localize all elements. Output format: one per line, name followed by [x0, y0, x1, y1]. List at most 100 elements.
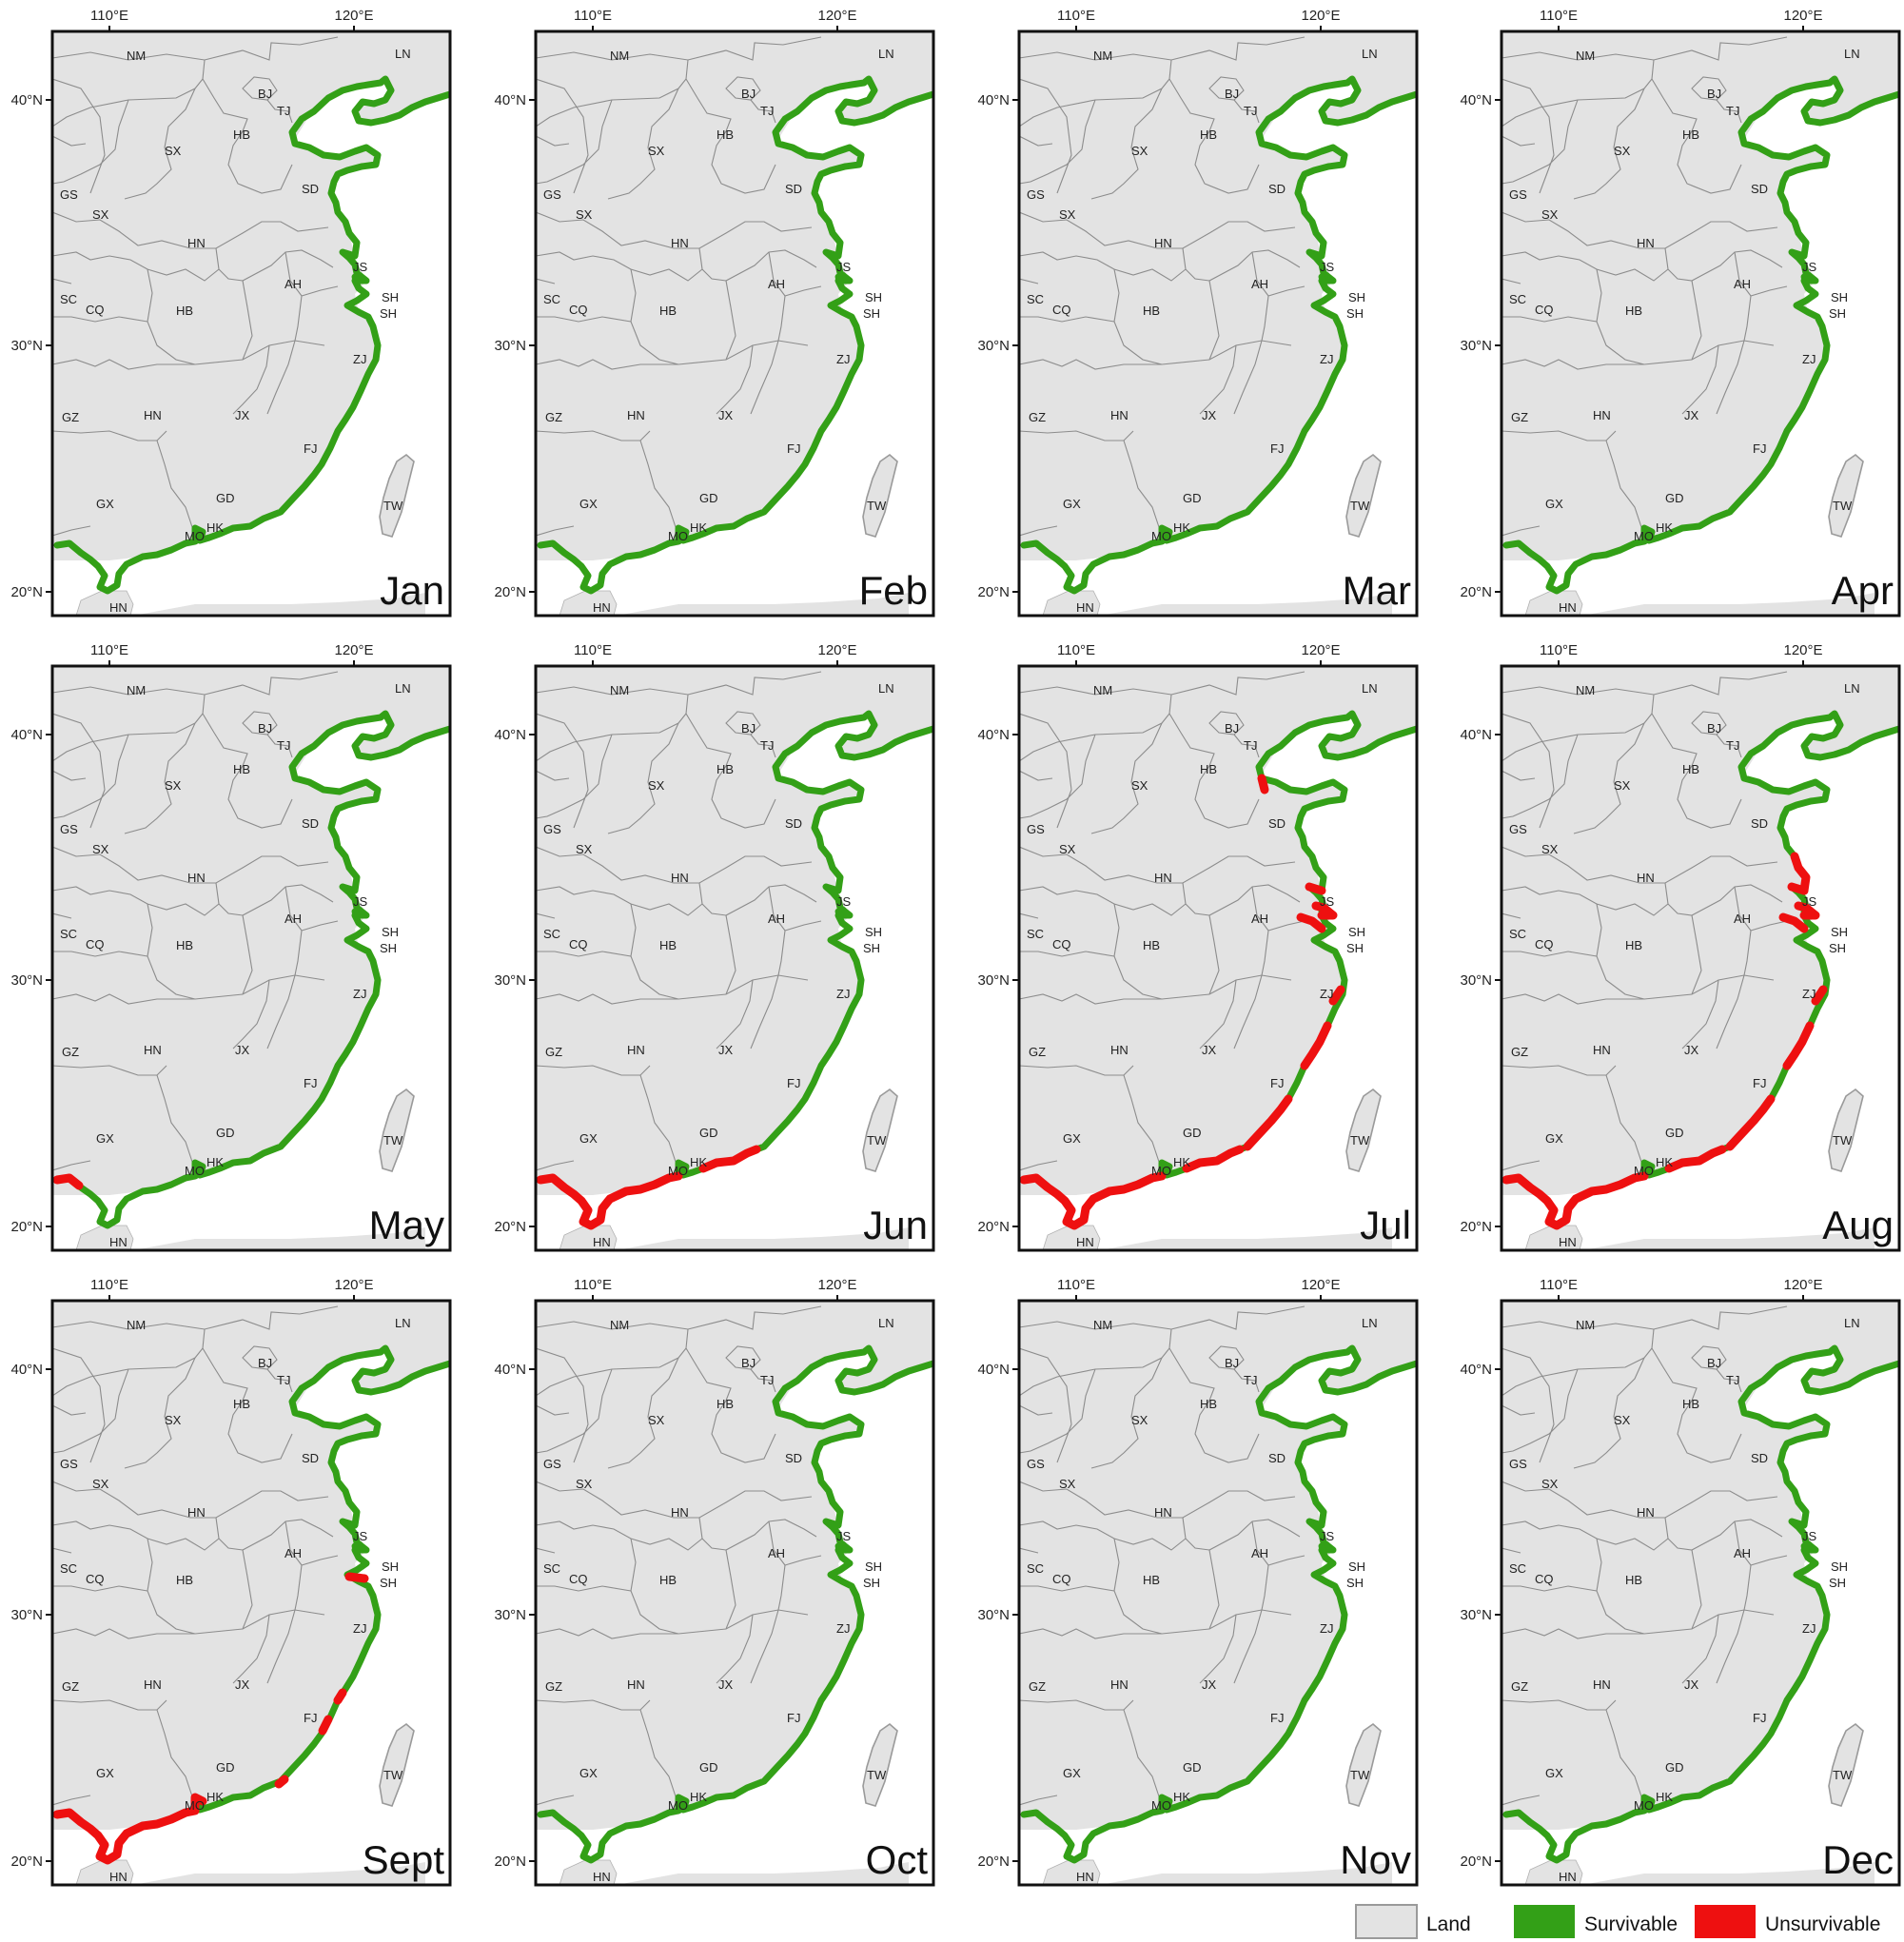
map-axes: 110°E 120°E 40°N 30°N 20°N — [10, 1277, 373, 1870]
province-label: GS — [1027, 1457, 1045, 1471]
province-label: GS — [60, 822, 78, 836]
province-label: ZJ — [836, 352, 850, 366]
province-label: SX — [1614, 144, 1631, 158]
province-label: JS — [836, 260, 852, 274]
lat-tick-label: 40°N — [1460, 92, 1492, 108]
province-label: SX — [165, 1413, 182, 1427]
month-label: Jun — [863, 1203, 928, 1247]
province-label: JS — [353, 894, 368, 909]
lat-tick-label: 40°N — [977, 92, 1010, 108]
province-label: HN — [144, 1677, 162, 1692]
province-label: HB — [1625, 938, 1642, 952]
province-label: BJ — [1707, 721, 1721, 736]
province-label: TJ — [277, 104, 290, 118]
lon-tick-label: 120°E — [1301, 642, 1340, 658]
lat-tick-label: 30°N — [977, 1607, 1010, 1623]
province-label: AH — [1734, 912, 1751, 926]
lat-tick-label: 30°N — [977, 972, 1010, 989]
province-label: TJ — [1244, 738, 1257, 753]
month-map-panel: NM LN BJ TJ HB SX SD GS SX HN JS AH SC CQ HB SH SH ZJ GZ HN… — [1017, 1299, 1419, 1887]
lat-tick-label: 30°N — [1460, 972, 1492, 989]
month-map-panel: NM LN BJ TJ HB SX SD GS SX HN JS AH SC CQ HB SH SH ZJ GZ HN… — [1017, 29, 1419, 618]
province-label: MO — [1634, 1798, 1654, 1813]
province-label: SX — [165, 778, 182, 793]
lat-tick-label: 20°N — [1460, 584, 1492, 600]
province-label: GS — [543, 822, 561, 836]
province-label: SD — [1751, 182, 1768, 196]
month-map-panel: NM LN BJ TJ HB SX SD GS SX HN JS AH SC CQ HB SH SH ZJ GZ HN… — [534, 1299, 935, 1887]
province-label: SD — [785, 1451, 802, 1465]
province-label: GX — [579, 1131, 598, 1146]
province-label: GD — [699, 491, 718, 505]
province-label: HB — [176, 304, 193, 318]
unsurvivable-coastline-segment — [1305, 882, 1326, 895]
unsurvivable-coastline-segment — [344, 1572, 369, 1583]
province-label: HN — [1110, 1677, 1129, 1692]
lat-tick-label: 20°N — [1460, 1219, 1492, 1235]
month-label: Mar — [1343, 568, 1411, 613]
province-label: SC — [1027, 292, 1044, 306]
lon-tick-label: 110°E — [1057, 1277, 1095, 1293]
province-label: FJ — [304, 1076, 317, 1090]
month-label: Sept — [363, 1837, 445, 1882]
map-axes: 110°E 120°E 40°N 30°N 20°N — [494, 8, 856, 600]
province-label: GD — [1665, 1760, 1684, 1775]
province-label: GX — [1545, 497, 1563, 511]
province-label: GS — [60, 1457, 78, 1471]
lat-tick-label: 40°N — [10, 1362, 43, 1378]
province-label: HB — [1682, 762, 1699, 776]
province-label: HN — [671, 1505, 689, 1520]
province-label: AH — [285, 277, 302, 291]
survivable-coastline — [53, 75, 450, 595]
province-label: JS — [353, 260, 368, 274]
province-label: HN — [1637, 236, 1655, 250]
map-axes: 110°E 120°E 40°N 30°N 20°N — [1460, 8, 1822, 600]
province-label: TW — [1833, 1768, 1853, 1782]
province-label: TW — [383, 1768, 403, 1782]
lat-tick-label: 20°N — [977, 1854, 1010, 1870]
lon-tick-label: 110°E — [1540, 642, 1578, 658]
province-label: GZ — [545, 410, 562, 424]
province-label: HB — [716, 1397, 734, 1411]
survivable-coastline-segment — [1318, 1542, 1327, 1554]
province-label: SC — [60, 927, 77, 941]
province-label: HN — [1154, 236, 1172, 250]
lon-tick-label: 110°E — [1057, 8, 1095, 24]
province-label: GZ — [1511, 1045, 1528, 1059]
province-label: GS — [1509, 822, 1527, 836]
month-map-panel: NM LN BJ TJ HB SX SD GS SX HN JS AH SC CQ HB SH SH ZJ GZ HN… — [1500, 664, 1901, 1252]
province-label: CQ — [86, 937, 105, 951]
province-label: SD — [1268, 182, 1286, 196]
province-label: SD — [302, 1451, 319, 1465]
province-label: HB — [716, 762, 734, 776]
province-label: JS — [836, 894, 852, 909]
lat-tick-label: 40°N — [10, 727, 43, 743]
survivable-coastline-segment — [1800, 273, 1810, 284]
province-label: FJ — [787, 1076, 800, 1090]
province-label: TJ — [1726, 1373, 1739, 1387]
province-label: MO — [1151, 529, 1171, 543]
map-content: NM LN BJ TJ HB SX SD GS SX HN JS AH SC CQ HB SH SH ZJ GZ HN… — [52, 1301, 450, 1885]
province-label: HN — [1110, 1043, 1129, 1057]
panel-frame — [534, 664, 935, 1252]
province-label: GZ — [1029, 1679, 1046, 1694]
province-label: TJ — [760, 104, 774, 118]
unsurvivable-coastline-segment — [333, 1688, 347, 1705]
unsurvivable-coastline-segment — [1502, 1171, 1649, 1230]
panel-frame — [534, 29, 935, 618]
province-label: CQ — [569, 303, 588, 317]
province-label: MO — [668, 1164, 688, 1178]
lon-tick-label: 110°E — [1540, 1277, 1578, 1293]
province-label: AH — [285, 1546, 302, 1560]
panel-frame — [50, 664, 452, 1252]
month-label: Dec — [1822, 1837, 1894, 1882]
province-label: LN — [395, 1316, 411, 1330]
lat-tick-label: 30°N — [1460, 1607, 1492, 1623]
unsurvivable-coastline-segment — [1782, 1021, 1815, 1070]
province-label: SX — [92, 207, 109, 222]
legend-label: Land — [1426, 1913, 1471, 1935]
province-label: TW — [1350, 1133, 1370, 1148]
province-label: GZ — [62, 410, 79, 424]
map-axes: 110°E 120°E 40°N 30°N 20°N — [494, 1277, 856, 1870]
